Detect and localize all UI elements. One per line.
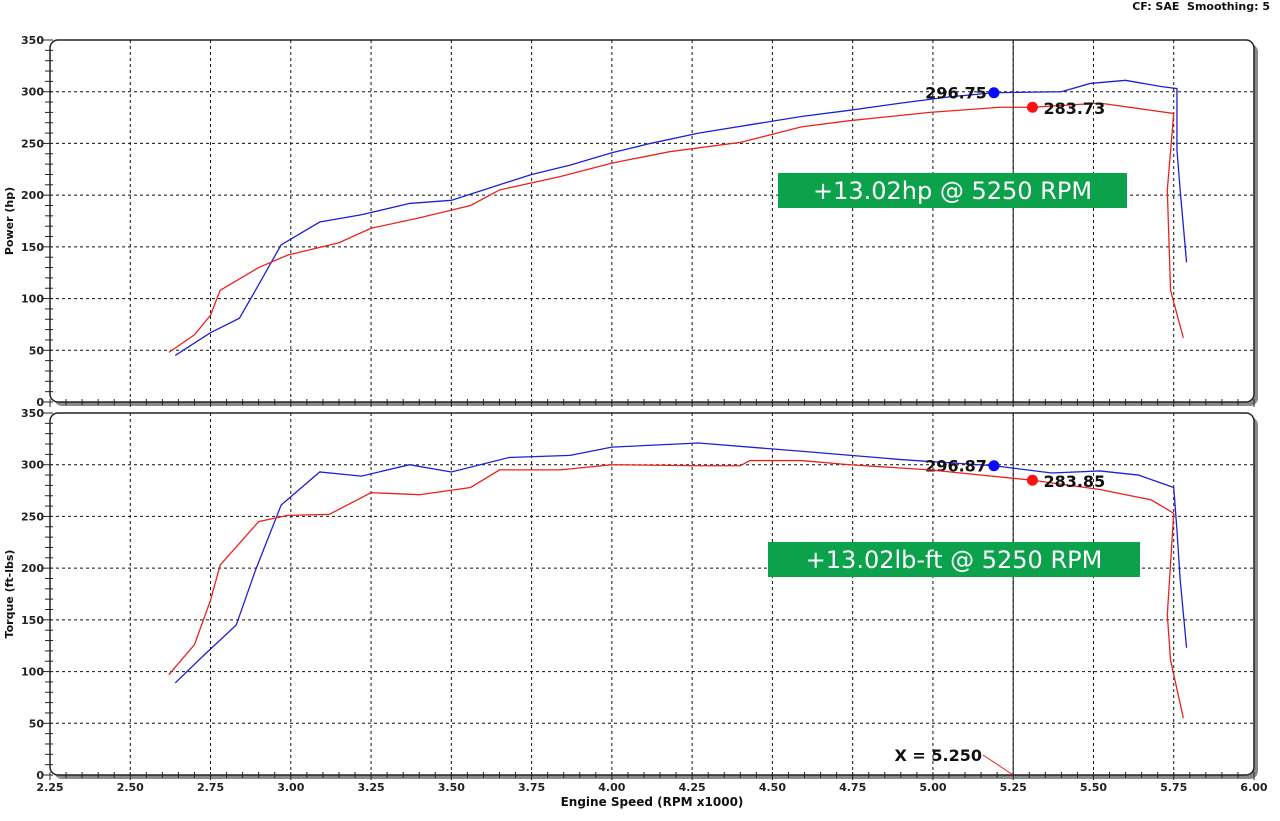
y-tick-label: 150 [21, 241, 44, 254]
gain-annotation-text: +13.02lb-ft @ 5250 RPM [806, 546, 1103, 574]
x-tick-label: 3.50 [438, 781, 465, 794]
y-tick-label: 0 [36, 769, 44, 782]
gain-annotation-box [778, 173, 1127, 208]
x-tick-label: 4.00 [598, 781, 625, 794]
x-tick-label: 5.25 [1000, 781, 1027, 794]
series-line-red [168, 459, 1184, 719]
y-tick-label: 50 [29, 344, 45, 357]
y-tick-label: 250 [21, 510, 44, 523]
y-tick-label: 350 [21, 34, 44, 47]
x-tick-label: 4.75 [839, 781, 866, 794]
correction-factor: CF: SAE [1132, 0, 1180, 13]
y-tick-label: 150 [21, 614, 44, 627]
y-tick-label: 50 [29, 717, 45, 730]
y-axis-label: Torque (ft-lbs) [3, 550, 16, 639]
y-tick-label: 300 [21, 86, 44, 99]
marker-value-label: 283.73 [1043, 99, 1105, 118]
x-tick-label: 2.50 [117, 781, 144, 794]
cursor-readout: X = 5.250 [895, 746, 983, 765]
y-axis-label: Power (hp) [3, 187, 16, 255]
gain-annotation-box [768, 542, 1140, 577]
x-tick-label: 2.25 [36, 781, 63, 794]
plot-frame [49, 412, 1255, 776]
series-line-blue [174, 442, 1188, 684]
x-tick-label: 3.00 [277, 781, 304, 794]
gain-annotation-text: +13.02hp @ 5250 RPM [813, 177, 1092, 205]
y-tick-label: 250 [21, 137, 44, 150]
y-tick-label: 100 [21, 666, 44, 679]
plot-frame [49, 39, 1255, 403]
y-tick-label: 0 [36, 396, 44, 409]
x-tick-label: 4.25 [679, 781, 706, 794]
y-tick-label: 350 [21, 407, 44, 420]
x-axis-label: Engine Speed (RPM x1000) [561, 795, 744, 809]
chart-settings-readout: CF: SAE Smoothing: 5 [1132, 0, 1270, 13]
x-tick-label: 3.25 [357, 781, 384, 794]
y-tick-label: 200 [21, 189, 44, 202]
x-tick-label: 4.50 [759, 781, 786, 794]
power-panel: 0 50 100 150 200 250 300 350 Power (hp) 296.75 283… [3, 34, 1258, 409]
x-tick-label: 5.50 [1080, 781, 1107, 794]
x-tick-label: 2.75 [197, 781, 224, 794]
series-marker [988, 460, 1000, 472]
x-tick-label: 6.00 [1240, 781, 1267, 794]
cursor-leader-line [982, 754, 1014, 776]
x-tick-label: 5.00 [919, 781, 946, 794]
x-tick-label: 5.75 [1160, 781, 1187, 794]
marker-value-label: 283.85 [1043, 472, 1105, 491]
marker-value-label: 296.75 [925, 84, 987, 103]
smoothing-level: Smoothing: 5 [1187, 0, 1270, 13]
series-marker [1026, 474, 1038, 486]
y-tick-label: 100 [21, 293, 44, 306]
series-line-red [168, 102, 1184, 353]
y-tick-label: 200 [21, 562, 44, 575]
series-marker [1026, 101, 1038, 113]
series-line-blue [174, 79, 1188, 357]
y-tick-label: 300 [21, 459, 44, 472]
x-tick-label: 3.75 [518, 781, 545, 794]
series-marker [988, 87, 1000, 99]
